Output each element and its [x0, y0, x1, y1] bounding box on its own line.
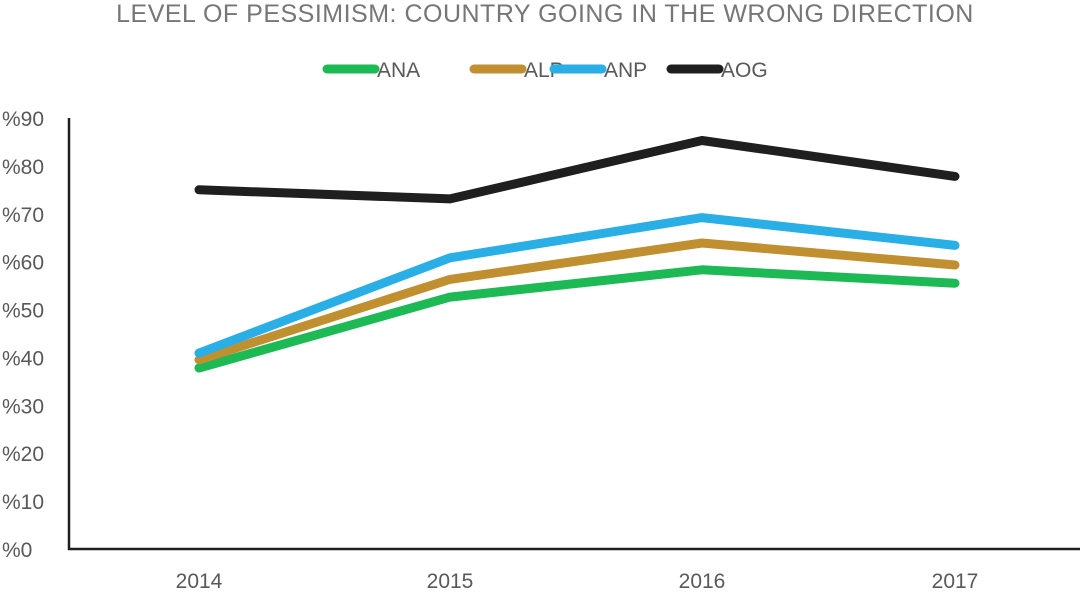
y-tick-label: %50 — [2, 300, 44, 323]
y-tick-label: %90 — [2, 108, 44, 131]
series-line-anp — [194, 213, 960, 358]
legend: ANA ALP ANP AOG — [322, 59, 768, 82]
y-tick-label: %30 — [2, 395, 44, 418]
legend-label-ana: ANA — [377, 59, 420, 82]
y-axis: %0 %10 %20 %30 %40 %50 %60 %70 %80 %90 — [2, 108, 71, 562]
x-axis: 2014 2015 2016 2017 — [68, 547, 1080, 592]
y-tick-label: %10 — [2, 491, 44, 514]
x-tick-label: 2017 — [932, 570, 979, 592]
legend-label-aog: AOG — [721, 59, 768, 82]
y-tick-label: %80 — [2, 156, 44, 179]
series-line-aog — [194, 136, 960, 204]
x-tick-label: 2015 — [427, 570, 474, 592]
y-tick-label: %70 — [2, 204, 44, 227]
y-tick-label: %20 — [2, 443, 44, 466]
y-tick-label: %40 — [2, 347, 44, 370]
series-lines — [194, 136, 960, 373]
chart-title: LEVEL OF PESSIMISM: COUNTRY GOING IN THE… — [116, 0, 974, 28]
series-line-alp — [194, 238, 960, 365]
x-tick-label: 2016 — [679, 570, 726, 592]
y-tick-label: %60 — [2, 252, 44, 275]
x-tick-label: 2014 — [176, 570, 223, 592]
series-line-ana — [194, 265, 960, 373]
legend-label-anp: ANP — [604, 59, 647, 82]
y-tick-label: %0 — [2, 539, 32, 562]
